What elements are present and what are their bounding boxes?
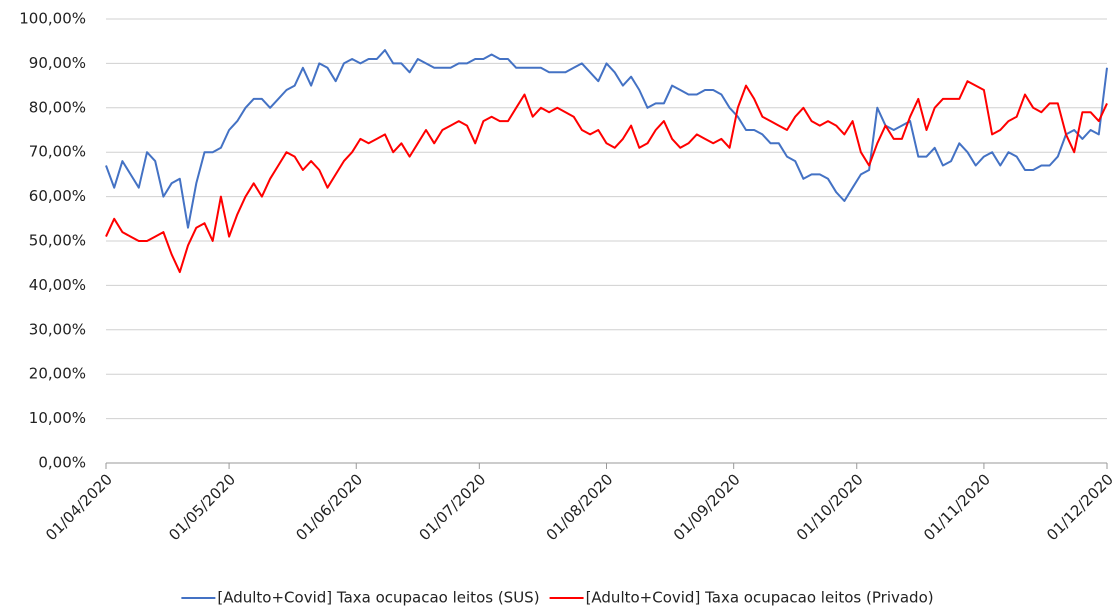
y-tick-label: 20,00% [29,365,86,383]
x-tick-label: 01/08/2020 [543,470,617,544]
y-tick-label: 70,00% [29,143,86,161]
y-tick-label: 30,00% [29,320,86,338]
y-tick-label: 40,00% [29,276,86,294]
y-tick-label: 60,00% [29,187,86,205]
y-tick-label: 0,00% [38,454,86,472]
y-tick-label: 80,00% [29,98,86,116]
legend-label: [Adulto+Covid] Taxa ocupacao leitos (Pri… [586,589,934,607]
legend-label: [Adulto+Covid] Taxa ocupacao leitos (SUS… [217,589,539,607]
x-tick-label: 01/09/2020 [670,470,744,544]
x-tick-label: 01/10/2020 [793,470,867,544]
y-tick-label: 10,00% [29,409,86,427]
y-tick-label: 100,00% [19,10,86,28]
y-tick-label: 90,00% [29,54,86,72]
x-tick-label: 01/05/2020 [165,470,239,544]
x-tick-label: 01/07/2020 [415,470,489,544]
x-tick-label: 01/06/2020 [292,470,366,544]
x-tick-label: 01/12/2020 [1043,470,1115,544]
series-line [105,49,1108,229]
legend: [Adulto+Covid] Taxa ocupacao leitos (SUS… [181,589,934,607]
y-tick-label: 50,00% [29,232,86,250]
x-tick-label: 01/11/2020 [920,470,994,544]
x-tick-label: 01/04/2020 [42,470,116,544]
series-line [105,80,1108,274]
